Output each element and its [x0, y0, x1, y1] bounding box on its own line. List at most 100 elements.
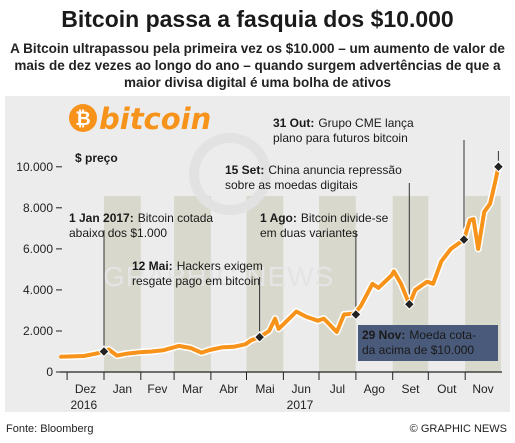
price-point-8	[138, 351, 141, 354]
annotation-marker-1	[253, 331, 266, 343]
price-point-34	[377, 286, 380, 290]
source-note: Fonte: Bloomberg	[6, 423, 94, 435]
price-point-7	[125, 352, 128, 355]
callout-box	[358, 325, 498, 361]
annotation-marker-2	[350, 308, 362, 321]
x-tick-label-5: Mai	[255, 382, 274, 396]
y-tick-label-4: 8.000	[23, 201, 53, 215]
annotation-text-1-0: Hackers exigem	[177, 259, 263, 273]
x-year-label-0: 2016	[70, 398, 97, 412]
y-tick-label-1: 2.000	[23, 324, 53, 338]
credit-note: © GRAPHIC NEWS	[409, 423, 507, 435]
annotation-text-4-1: plano para futuros bitcoin	[273, 131, 408, 145]
month-band-1	[104, 196, 141, 372]
bitcoin-logo-symbol: ₿	[75, 108, 90, 130]
annotation-text-5-0: Moeda cota-	[409, 328, 476, 342]
price-chart: GRAPHIC NEWS ₿ bitcoin $ preço 0 2.000 4.0…	[5, 96, 510, 412]
price-point-10	[162, 349, 165, 352]
annotation-5: 29 Nov: Moeda cota-da acima de $10.000	[362, 328, 476, 357]
y-axis-ticks: 0 2.000 4.000 6.000 8.000 10.000	[16, 160, 62, 379]
price-point-50	[493, 182, 497, 185]
price-point-36	[392, 270, 396, 273]
price-point-0	[58, 355, 62, 358]
price-point-28	[322, 317, 325, 320]
price-point-24	[286, 318, 290, 321]
x-tick-label-6: Jun	[292, 382, 311, 396]
x-tick-label-8: Ago	[364, 382, 386, 396]
price-point-43	[449, 247, 453, 251]
annotation-text-2-1: em duas variantes	[260, 226, 358, 240]
price-point-39	[414, 288, 417, 292]
y-tick-label-5: 10.000	[16, 160, 53, 174]
price-point-30	[342, 313, 346, 316]
page-title: Bitcoin passa a fasquia dos $10.000	[61, 6, 454, 32]
y-tick-label-2: 4.000	[23, 283, 53, 297]
annotation-3: 15 Set: China anuncia repressão sobre as m…	[225, 163, 402, 192]
price-point-1	[70, 355, 74, 358]
price-point-32	[359, 305, 362, 308]
bitcoin-logo-icon	[69, 104, 97, 132]
price-point-18	[244, 343, 247, 346]
annotation-text-3-0: China anuncia repressão	[268, 163, 402, 177]
price-point-16	[220, 346, 223, 349]
annotation-date-4: 31 Out:	[273, 116, 314, 130]
y-tick-label-3: 6.000	[23, 242, 53, 256]
annotation-marker-4	[458, 233, 470, 246]
price-point-45	[468, 218, 472, 222]
annotation-marker-3	[403, 298, 416, 310]
x-tick-label-7: Jul	[330, 382, 345, 396]
price-point-37	[399, 282, 403, 285]
x-year-label-1: 2017	[287, 398, 314, 412]
x-tick-label-2: Fev	[147, 382, 167, 396]
price-point-21	[267, 329, 271, 333]
annotation-text-1-1: resgate pago em bitcoin	[132, 274, 260, 288]
annotation-date-0: 1 Jan 2017:	[69, 211, 134, 225]
annotation-text-3-1: sobre as moedas digitais	[225, 178, 358, 192]
annotation-text-0-1: abaixo dos $1.000	[69, 226, 167, 240]
annotation-0: 1 Jan 2017: Bitcoin cotada abaixo dos $1.0…	[69, 211, 213, 240]
annotation-date-2: 1 Ago:	[260, 211, 297, 225]
price-point-15	[208, 348, 211, 352]
y-tick-label-0: 0	[46, 365, 53, 379]
annotation-text-4-0: Grupo CME lança	[318, 116, 414, 130]
annotation-4: 31 Out: Grupo CME lança plano para futuros…	[273, 116, 414, 145]
price-point-2	[82, 354, 86, 358]
annotation-markers	[98, 161, 505, 358]
chart-frame: GRAPHIC NEWS ₿ bitcoin $ preço 0 2.000 4.0…	[5, 96, 510, 412]
annotation-2: 1 Ago: Bitcoin divide-se em duas variantes	[260, 211, 389, 240]
y-axis-label: $ preço	[75, 151, 118, 165]
x-tick-label-0: Dez	[75, 382, 96, 396]
price-point-33	[371, 282, 374, 285]
price-line	[59, 166, 501, 359]
price-point-6	[115, 354, 119, 357]
price-point-25	[295, 310, 298, 313]
annotation-text-2-0: Bitcoin divide-se	[301, 211, 389, 225]
annotation-date-5: 29 Nov:	[362, 328, 405, 342]
price-point-27	[316, 319, 319, 322]
bitcoin-logo-text: bitcoin	[99, 102, 211, 136]
price-point-40	[425, 280, 429, 283]
annotations: 1 Jan 2017: Bitcoin cotada abaixo dos $1.0…	[69, 116, 498, 361]
price-point-49	[488, 202, 492, 205]
x-tick-label-4: Abr	[219, 382, 238, 396]
watermark: GRAPHIC NEWS	[103, 133, 334, 292]
x-tick-label-11: Nov	[472, 382, 493, 396]
price-point-13	[189, 346, 192, 350]
price-point-17	[232, 345, 235, 348]
annotation-date-3: 15 Set:	[225, 163, 264, 177]
price-point-3	[94, 352, 97, 355]
price-point-46	[472, 217, 475, 221]
price-point-35	[390, 274, 393, 277]
annotation-text-5-1: da acima de $10.000	[362, 343, 474, 357]
annotation-date-1: 12 Mai:	[132, 259, 173, 273]
x-tick-label-3: Mar	[182, 382, 203, 396]
page-subtitle: A Bitcoin ultrapassou pela primeira vez …	[10, 41, 505, 90]
annotation-leaders	[103, 140, 499, 346]
price-point-29	[335, 330, 338, 334]
watermark-text: GRAPHIC NEWS	[103, 261, 334, 292]
x-axis: Dez Jan Fev Mar Abr Mai Jun Jul Ago Set Out Nov 2016…	[60, 371, 502, 412]
price-point-41	[431, 282, 435, 285]
price-point-47	[477, 247, 480, 251]
price-point-42	[440, 260, 443, 263]
